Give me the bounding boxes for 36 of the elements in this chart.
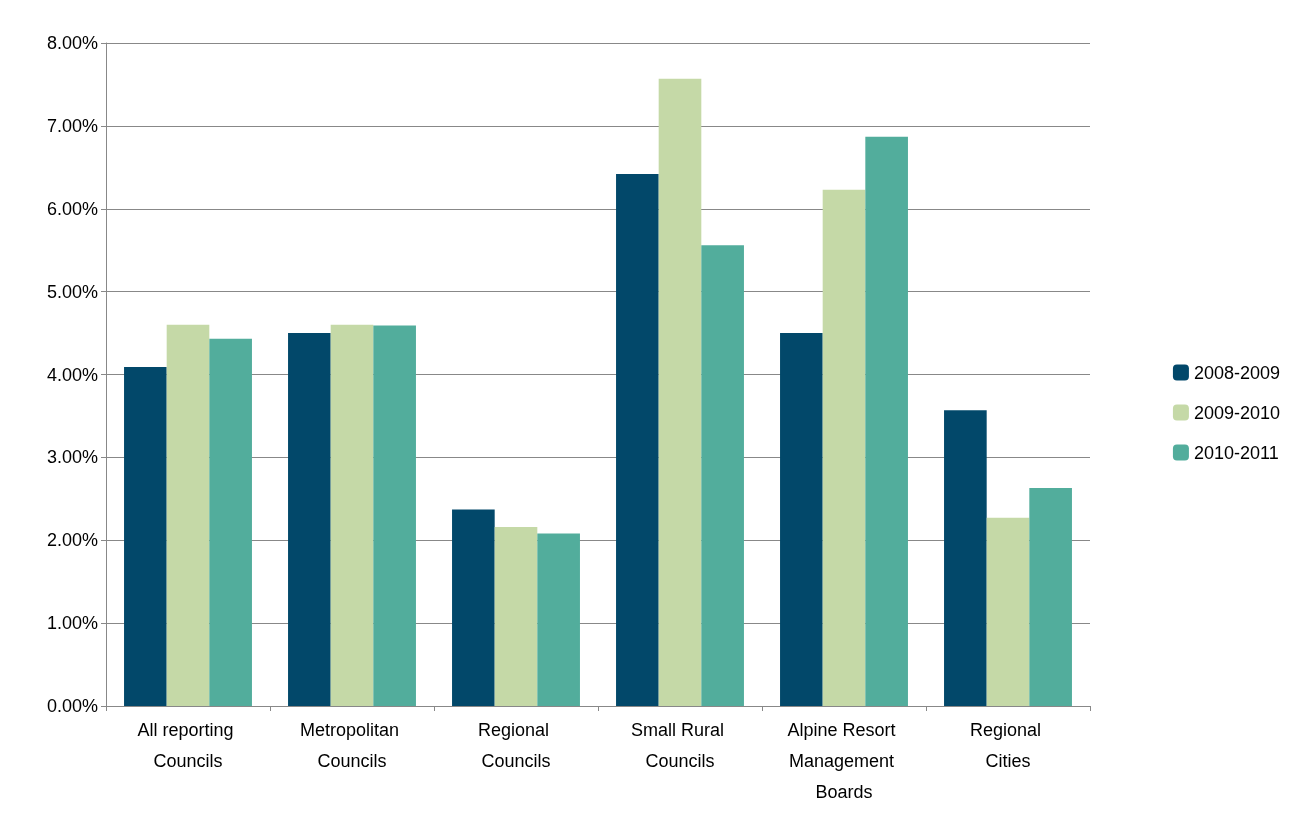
- bar: [124, 367, 167, 706]
- bar: [330, 324, 374, 706]
- y-tick-label: 8.00%: [46, 33, 98, 53]
- y-tick-label: 1.00%: [46, 613, 98, 634]
- bar: [452, 509, 495, 706]
- bar: [373, 325, 416, 706]
- bar: [209, 338, 252, 706]
- x-tick-label: Alpine Resort Management Boards: [787, 719, 901, 802]
- bar: [986, 517, 1030, 706]
- bar: [616, 173, 659, 706]
- x-tick-label: Regional Councils: [477, 719, 555, 771]
- bar: [658, 78, 702, 706]
- bar: [780, 333, 823, 706]
- y-tick-label: 2.00%: [46, 530, 98, 551]
- x-tick-label: All reporting Councils: [137, 719, 239, 771]
- x-tick-label: Small Rural Councils: [630, 719, 730, 771]
- bar: [537, 533, 580, 706]
- bar: [494, 526, 538, 706]
- bar: [822, 189, 866, 706]
- legend-label: 2008-2009: [1193, 362, 1281, 383]
- legend-label: 2010-2011: [1193, 442, 1279, 463]
- y-tick-label: 3.00%: [46, 447, 98, 468]
- y-tick-label: 7.00%: [46, 115, 98, 136]
- y-tick-label: 5.00%: [46, 281, 98, 302]
- bar: [701, 245, 744, 706]
- x-tick-label: Metropolitan Councils: [299, 719, 405, 771]
- bar: [944, 410, 987, 706]
- legend-label: 2009-2010: [1193, 402, 1281, 423]
- y-tick-label: 6.00%: [46, 198, 98, 219]
- bar: [1029, 488, 1072, 706]
- bar: [288, 333, 331, 706]
- y-tick-label: 4.00%: [46, 364, 98, 385]
- bar: [166, 324, 210, 706]
- y-tick-label: 0.00%: [46, 696, 98, 716]
- bar: [865, 136, 908, 706]
- x-tick-label: Regional Cities: [969, 719, 1047, 771]
